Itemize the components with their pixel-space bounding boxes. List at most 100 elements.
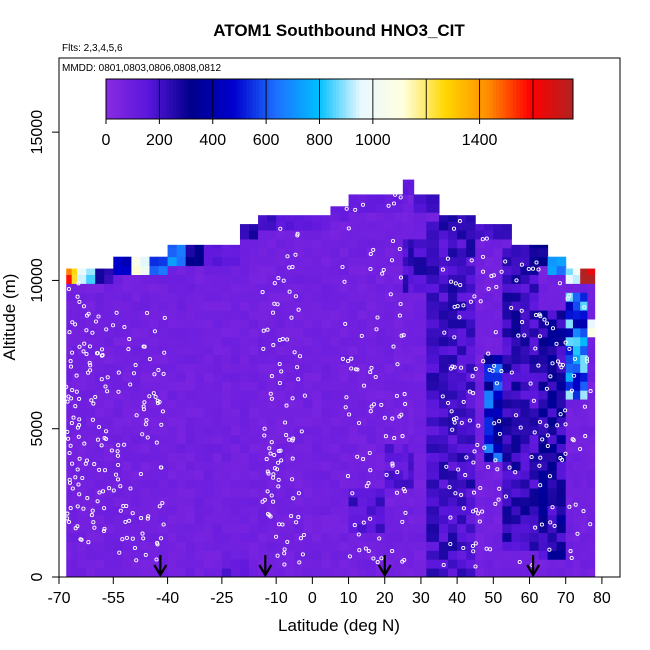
measurement-point [390, 549, 395, 554]
heatmap-cell [366, 301, 377, 311]
heatmap-cell [547, 568, 558, 577]
measurement-point [570, 437, 575, 442]
heatmap-cell [348, 345, 359, 356]
heatmap-cell [239, 247, 250, 258]
heatmap-cell [221, 292, 232, 302]
measurement-point [302, 393, 307, 398]
heatmap-cell [502, 452, 512, 462]
heatmap-cell [547, 318, 558, 329]
heatmap-cell [529, 532, 540, 542]
heatmap-cell [547, 416, 558, 427]
heatmap-cell [580, 496, 588, 507]
measurement-point [102, 435, 107, 441]
heatmap-cell [86, 461, 96, 471]
measurement-point [281, 278, 286, 283]
heatmap-cell [230, 363, 241, 373]
heatmap-cell [303, 416, 313, 427]
heatmap-cell [330, 345, 340, 356]
heatmap-cell [348, 310, 359, 320]
heatmap-cell [212, 452, 223, 462]
heatmap-cell [484, 292, 494, 302]
heatmap-cell [587, 532, 596, 542]
heatmap-cell [185, 363, 196, 373]
measurement-point [89, 513, 94, 518]
measurement-point [584, 356, 590, 361]
heatmap-cell [122, 541, 132, 551]
heatmap-cell [267, 256, 277, 267]
heatmap-cell [475, 292, 485, 302]
heatmap-cell [86, 372, 96, 382]
heatmap-cell [402, 461, 409, 471]
heatmap-cell [312, 247, 322, 258]
heatmap-cell [194, 479, 205, 489]
heatmap-cell [176, 301, 187, 311]
heatmap-cell [140, 372, 150, 382]
heatmap-cell [239, 381, 250, 391]
measurement-point [402, 489, 407, 494]
heatmap-cell [413, 407, 427, 418]
heatmap-cell [348, 265, 359, 275]
heatmap-cell [538, 443, 549, 453]
heatmap-cell [321, 310, 331, 320]
heatmap-cell [393, 283, 404, 293]
measurement-point [296, 515, 301, 520]
heatmap-cell [348, 488, 359, 498]
heatmap-cell [408, 434, 415, 445]
colorbar-swatch [359, 79, 364, 119]
heatmap-cell [587, 434, 596, 445]
heatmap-cell [176, 292, 187, 302]
heatmap-cell [267, 399, 277, 409]
measurement-point [90, 330, 95, 335]
heatmap-cell [239, 568, 250, 577]
heatmap-cell [131, 514, 141, 525]
heatmap-cell [86, 336, 96, 347]
heatmap-cell [95, 470, 105, 480]
heatmap-cell [587, 479, 596, 489]
heatmap-cell [547, 532, 558, 542]
heatmap-cell [538, 479, 549, 489]
heatmap-cell [502, 381, 512, 391]
heatmap-cell [565, 443, 574, 453]
measurement-point [448, 366, 453, 371]
measurement-point [298, 536, 303, 541]
heatmap-cell [194, 283, 205, 293]
heatmap-cell [221, 265, 232, 275]
colorbar-swatch [149, 79, 154, 119]
heatmap-cell [230, 301, 241, 311]
heatmap-cell [413, 416, 427, 427]
heatmap-cell [131, 425, 141, 436]
measurement-point [343, 321, 348, 326]
heatmap-cell [484, 407, 494, 418]
measurement-point [66, 519, 72, 525]
heatmap-cell [212, 345, 223, 356]
heatmap-cell [221, 247, 232, 258]
heatmap-cell [321, 443, 331, 453]
heatmap-cell [580, 310, 588, 320]
measurement-point [472, 449, 477, 454]
heatmap-cell [95, 559, 105, 569]
heatmap-cell [426, 238, 440, 249]
colorbar-swatch [242, 79, 247, 119]
heatmap-cell [239, 541, 250, 551]
heatmap-cell [330, 470, 340, 480]
measurement-point [105, 375, 110, 380]
measurement-point [471, 549, 476, 554]
heatmap-cell [484, 238, 494, 249]
heatmap-cell [457, 452, 467, 462]
measurement-point [478, 299, 483, 304]
heatmap-cell [547, 381, 558, 391]
heatmap-cell [484, 256, 494, 267]
heatmap-cell [95, 274, 105, 284]
heatmap-cell [176, 416, 187, 427]
heatmap-cell [357, 230, 368, 240]
heatmap-cell [366, 541, 377, 551]
heatmap-cell [439, 327, 449, 338]
measurement-point [86, 540, 91, 545]
heatmap-cell [176, 461, 187, 471]
heatmap-cell [448, 541, 458, 551]
heatmap-cell [357, 452, 368, 462]
colorbar-swatch [196, 79, 200, 119]
heatmap-cell [285, 265, 295, 275]
heatmap-cell [484, 327, 494, 338]
colorbar-swatch [152, 79, 157, 119]
